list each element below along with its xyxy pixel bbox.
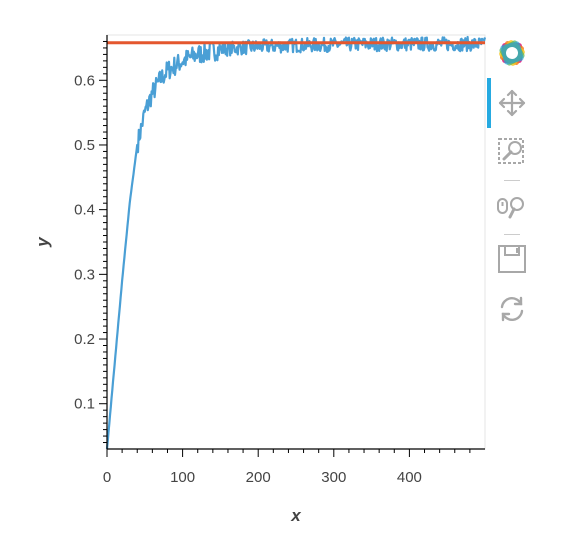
plot-area-border bbox=[106, 34, 486, 450]
reset-tool-icon[interactable] bbox=[495, 292, 529, 326]
series-layer bbox=[105, 35, 487, 450]
wheel-zoom-tool-icon[interactable] bbox=[495, 190, 529, 224]
x-axis-label: x bbox=[290, 506, 302, 525]
y-tick-label: 0.3 bbox=[74, 266, 95, 283]
y-tick-label: 0.2 bbox=[74, 331, 95, 348]
y-axis-label: y bbox=[33, 236, 52, 248]
x-tick-label: 0 bbox=[103, 469, 111, 486]
save-tool-icon[interactable] bbox=[495, 242, 529, 276]
toolbar-divider bbox=[504, 180, 520, 181]
x-tick-label: 200 bbox=[246, 469, 271, 486]
x-tick-label: 300 bbox=[321, 469, 346, 486]
y-tick-label: 0.6 bbox=[74, 72, 95, 89]
x-tick-label: 400 bbox=[397, 469, 422, 486]
series-line-noisy bbox=[105, 35, 487, 450]
y-tick-label: 0.5 bbox=[74, 137, 95, 154]
box-zoom-tool-icon[interactable] bbox=[495, 134, 529, 168]
y-axis-ticks: 0.1 0.2 0.3 0.4 0.5 0.6 bbox=[74, 40, 107, 444]
x-axis-ticks: 0 100 200 300 400 bbox=[103, 449, 471, 486]
x-tick-label: 100 bbox=[170, 469, 195, 486]
y-tick-label: 0.4 bbox=[74, 202, 95, 219]
bokeh-logo-icon[interactable] bbox=[495, 36, 529, 70]
toolbar-divider bbox=[504, 234, 520, 235]
y-tick-label: 0.1 bbox=[74, 396, 95, 413]
plot-toolbar bbox=[487, 30, 537, 350]
pan-tool-icon[interactable] bbox=[495, 86, 529, 120]
active-tool-indicator bbox=[487, 78, 491, 128]
